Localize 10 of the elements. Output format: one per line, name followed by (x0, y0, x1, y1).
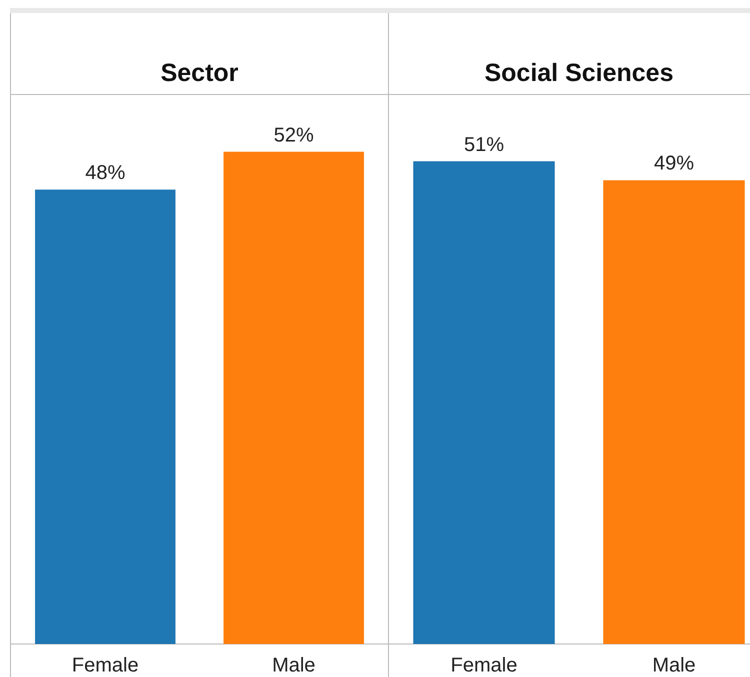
x-tick-label: Female (450, 654, 518, 677)
x-tick-label: Male (652, 654, 696, 677)
x-tick-label: Male (272, 654, 316, 677)
data-label: 51% (464, 134, 504, 156)
data-label: 49% (654, 152, 694, 175)
x-tick-label: Female (72, 654, 139, 677)
data-label: 48% (85, 162, 126, 184)
chart-title: Social Sciences (389, 13, 750, 95)
chart-title: Sector (11, 13, 388, 95)
data-label: 52% (274, 124, 314, 146)
